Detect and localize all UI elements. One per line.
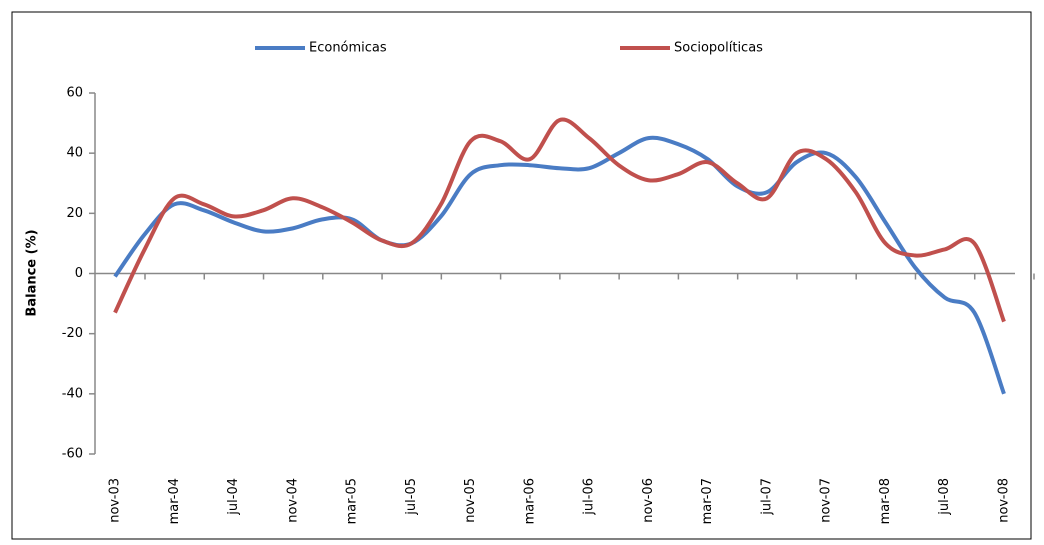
legend-label: Sociopolíticas <box>674 41 763 56</box>
y-tick-label: 0 <box>75 266 83 281</box>
y-tick-label: 20 <box>66 206 83 221</box>
x-tick-label: mar-04 <box>167 478 182 524</box>
x-tick-label: mar-08 <box>878 478 893 524</box>
x-tick-label: nov-05 <box>463 478 478 523</box>
x-tick-label: jul-08 <box>937 478 952 516</box>
x-tick-label: jul-07 <box>759 478 774 516</box>
x-tick-label: nov-07 <box>819 478 834 523</box>
chart-frame <box>11 11 1032 540</box>
legend-label: Económicas <box>309 41 387 56</box>
y-tick-label: -20 <box>62 326 83 341</box>
x-tick-label: mar-06 <box>522 478 537 524</box>
x-tick-label: jul-05 <box>404 478 419 516</box>
x-tick-label: jul-04 <box>226 478 241 516</box>
series-line <box>113 117 1006 323</box>
y-tick-label: -60 <box>62 447 83 462</box>
y-axis-label: Balance (%) <box>25 229 40 316</box>
x-tick-label: jul-06 <box>582 478 597 516</box>
x-tick-label: mar-05 <box>345 478 360 524</box>
x-tick-label: mar-07 <box>700 478 715 524</box>
series-line <box>113 135 1006 395</box>
x-tick-label: nov-03 <box>108 478 123 523</box>
y-tick-label: 40 <box>66 146 83 161</box>
x-tick-label: nov-08 <box>997 478 1012 523</box>
y-tick-label: 60 <box>66 86 83 101</box>
x-tick-label: nov-06 <box>641 478 656 523</box>
x-tick-label: nov-04 <box>285 478 300 523</box>
y-tick-label: -40 <box>62 386 83 401</box>
